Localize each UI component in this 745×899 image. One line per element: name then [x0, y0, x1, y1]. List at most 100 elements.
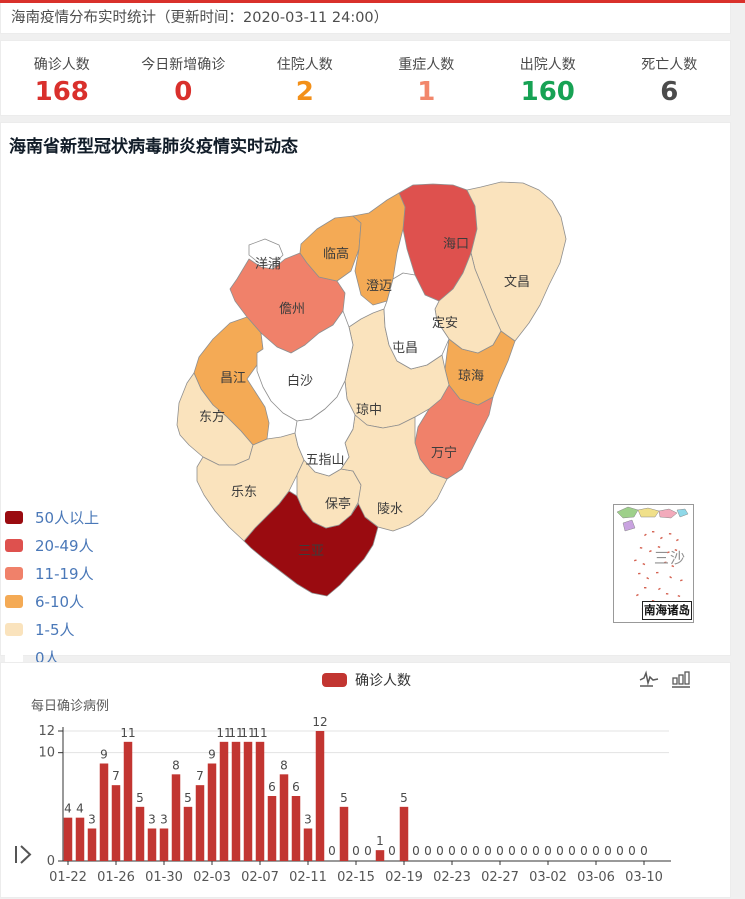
map-region-yangpu[interactable] [248, 238, 284, 266]
bar-value-label: 0 [328, 844, 336, 858]
bar-value-label: 0 [580, 844, 588, 858]
bar-chart-icon[interactable] [670, 669, 692, 691]
map-region-label-wuzhishan: 五指山 [305, 453, 344, 468]
datazoom-play-icon[interactable] [12, 844, 34, 866]
bar-02-07[interactable] [255, 741, 265, 861]
map-region-label-qionghai: 琼海 [458, 369, 484, 384]
bar-value-label: 9 [100, 748, 108, 762]
bar-02-12[interactable] [315, 731, 325, 861]
line-chart-icon[interactable] [638, 669, 660, 691]
bar-value-label: 0 [412, 844, 420, 858]
bar-value-label: 6 [292, 780, 300, 794]
x-axis-tick-label: 03-02 [529, 870, 567, 885]
bar-02-04[interactable] [219, 741, 229, 861]
chart-subtitle: 每日确诊病例 [31, 699, 110, 714]
bar-value-label: 0 [520, 844, 528, 858]
bar-value-label: 11 [120, 726, 135, 740]
x-axis-tick-label: 02-19 [385, 870, 423, 885]
stat-label: 确诊人数 [33, 57, 90, 73]
map-legend-swatch [5, 650, 23, 664]
bar-01-29[interactable] [147, 828, 157, 862]
map-legend-item[interactable]: 11-19人 [5, 559, 99, 587]
bar-01-25[interactable] [99, 763, 109, 862]
x-axis-tick-label: 03-06 [577, 870, 615, 885]
x-axis-tick-label: 02-23 [433, 870, 471, 885]
bar-02-08[interactable] [267, 796, 277, 861]
bar-value-label: 0 [496, 844, 504, 858]
bar-value-label: 0 [640, 844, 648, 858]
map-legend-label: 50人以上 [35, 508, 100, 527]
map-legend-item[interactable]: 20-49人 [5, 531, 99, 559]
bar-02-05[interactable] [231, 741, 241, 861]
map-legend-item[interactable]: 50人以上 [5, 503, 99, 531]
map-region-label-danzhou: 儋州 [279, 302, 305, 317]
map-legend-swatch [5, 510, 23, 524]
bar-01-22[interactable] [63, 817, 73, 861]
chart-legend-item[interactable]: 确诊人数 [1, 670, 732, 690]
bar-value-label: 11 [252, 726, 267, 740]
map-region-lingao[interactable] [299, 215, 362, 282]
chart-toolbox [638, 669, 692, 691]
bar-value-label: 9 [208, 748, 216, 762]
inset-caption: 南海诸岛 [642, 601, 692, 620]
bar-value-label: 6 [268, 780, 276, 794]
map-legend-item[interactable]: 1-5人 [5, 615, 99, 643]
map-legend: 50人以上 20-49人 11-19人 6-10人 1-5人 0人 [5, 503, 99, 671]
map-region-label-haikou: 海口 [443, 237, 469, 252]
bar-value-label: 0 [484, 844, 492, 858]
bar-value-label: 4 [76, 802, 84, 816]
bar-02-03[interactable] [207, 763, 217, 862]
top-accent-line [0, 0, 745, 3]
bar-01-23[interactable] [75, 817, 85, 861]
bar-02-09[interactable] [279, 774, 289, 861]
bar-value-label: 12 [312, 715, 327, 729]
map-section: 海南省新型冠状病毒肺炎疫情实时动态 海口 三亚 儋州 万宁 临高 澄迈 昌江 琼海 文昌 定安 东方… [0, 122, 732, 667]
x-axis-tick-label: 02-03 [193, 870, 231, 885]
bar-value-label: 3 [148, 813, 156, 827]
page-header: 海南疫情分布实时统计（更新时间：2020-03-11 24:00） [0, 3, 731, 34]
bar-01-31[interactable] [171, 774, 181, 861]
map-region-label-dingan: 定安 [432, 316, 458, 331]
stat-item: 住院人数 2 [244, 41, 366, 115]
bar-value-label: 7 [112, 769, 120, 783]
bar-02-10[interactable] [291, 796, 301, 861]
bar-value-label: 3 [304, 813, 312, 827]
bar-02-06[interactable] [243, 741, 253, 861]
bar-01-24[interactable] [87, 828, 97, 862]
stat-value: 6 [660, 77, 679, 107]
bar-01-30[interactable] [159, 828, 169, 862]
bar-value-label: 5 [340, 791, 348, 805]
map-legend-swatch [5, 622, 23, 636]
bar-01-27[interactable] [123, 741, 133, 861]
map-region-label-baisha: 白沙 [287, 373, 313, 389]
bar-02-14[interactable] [339, 806, 349, 861]
x-axis-tick-label: 01-26 [97, 870, 135, 885]
bar-01-28[interactable] [135, 806, 145, 861]
bar-02-19[interactable] [399, 806, 409, 861]
map-region-label-wenchang: 文昌 [504, 275, 530, 290]
bar-02-17[interactable] [375, 850, 385, 861]
map-region-wuzhishan[interactable] [294, 380, 356, 477]
map-region-tunchang[interactable] [383, 272, 450, 370]
map-legend-item[interactable]: 6-10人 [5, 587, 99, 615]
bar-02-11[interactable] [303, 828, 313, 862]
bar-01-26[interactable] [111, 785, 121, 861]
map-region-label-lingshui: 陵水 [377, 502, 403, 517]
bar-value-label: 0 [352, 844, 360, 858]
stat-value: 168 [34, 77, 89, 107]
bar-value-label: 5 [400, 791, 408, 805]
inset-region-label: 三沙 [654, 549, 687, 567]
bar-02-02[interactable] [195, 785, 205, 861]
x-axis-tick-label: 02-11 [289, 870, 327, 885]
bar-02-01[interactable] [183, 806, 193, 861]
map-region-dongfang[interactable] [176, 372, 254, 466]
bar-value-label: 0 [436, 844, 444, 858]
bar-value-label: 8 [280, 758, 288, 772]
map-region-lingshui[interactable] [340, 414, 448, 532]
bar-value-label: 0 [424, 844, 432, 858]
map-section-title: 海南省新型冠状病毒肺炎疫情实时动态 [9, 137, 298, 157]
stat-value: 0 [174, 77, 193, 107]
stats-row: 确诊人数 168 今日新增确诊 0 住院人数 2 重症人数 1 出院人数 160… [0, 40, 731, 116]
stat-item: 死亡人数 6 [609, 41, 731, 115]
